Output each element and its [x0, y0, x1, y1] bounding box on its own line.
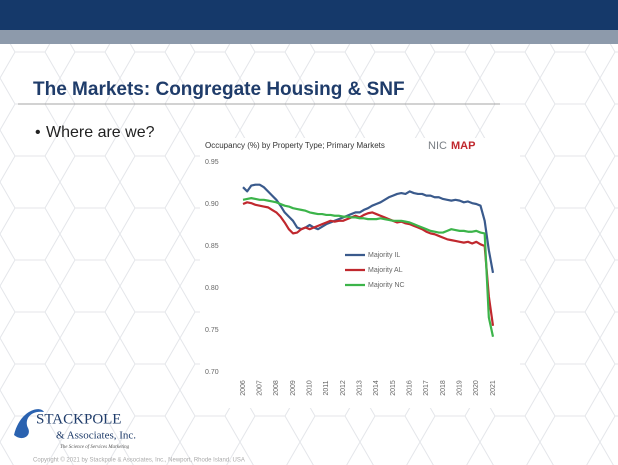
- chart-area: [200, 138, 520, 408]
- x-tick-label: 2008: [273, 380, 280, 396]
- x-tick-label: 2009: [290, 380, 297, 396]
- chart-title: Occupancy (%) by Property Type; Primary …: [205, 141, 385, 150]
- series-line: [242, 183, 495, 274]
- series-line: [242, 197, 495, 337]
- x-tick-label: 2018: [440, 380, 447, 396]
- y-tick-label: 0.75: [205, 327, 219, 334]
- slide-title: The Markets: Congregate Housing & SNF: [33, 79, 405, 100]
- y-tick-label: 0.95: [205, 159, 219, 166]
- logo-sub: & Associates, Inc.: [56, 430, 136, 442]
- legend-label: Majority NC: [368, 282, 405, 289]
- x-tick-label: 2019: [457, 380, 464, 396]
- y-tick-label: 0.85: [205, 243, 219, 250]
- source-logo-a: NIC: [428, 140, 447, 152]
- logo-name: STACKPOLE: [36, 411, 121, 427]
- header-bar: [0, 0, 618, 30]
- y-tick-label: 0.80: [205, 285, 219, 292]
- x-tick-label: 2016: [407, 380, 414, 396]
- x-tick-label: 2013: [357, 380, 364, 396]
- logo-swoosh: [14, 409, 44, 439]
- series-line: [242, 201, 495, 326]
- plot: 0.70 0.75 0.80 0.85 0.90 0.95 2006 2007 2008 2009…: [205, 159, 497, 396]
- y-tick-label: 0.90: [205, 201, 219, 208]
- x-tick-label: 2017: [423, 380, 430, 396]
- footer: Copyright © 2021 by Stackpole & Associat…: [33, 457, 245, 464]
- legend-label: Majority IL: [368, 252, 400, 259]
- legend-label: Majority AL: [368, 267, 403, 274]
- x-tick-label: 2012: [340, 380, 347, 396]
- header-strip: [0, 30, 618, 44]
- logo-tagline: The Science of Services Marketing: [60, 445, 130, 450]
- bullet-dot: •: [35, 124, 41, 141]
- x-tick-label: 2011: [323, 380, 330, 395]
- x-tick-label: 2020: [473, 380, 480, 396]
- x-tick-label: 2015: [390, 380, 397, 396]
- x-tick-label: 2014: [373, 380, 380, 396]
- bullet-text: Where are we?: [46, 124, 155, 141]
- source-logo-b: MAP: [451, 140, 475, 152]
- x-tick-label: 2021: [490, 380, 497, 396]
- x-tick-label: 2007: [257, 380, 264, 396]
- x-tick-label: 2010: [307, 380, 314, 396]
- y-tick-label: 0.70: [205, 369, 219, 376]
- x-tick-label: 2006: [240, 380, 247, 396]
